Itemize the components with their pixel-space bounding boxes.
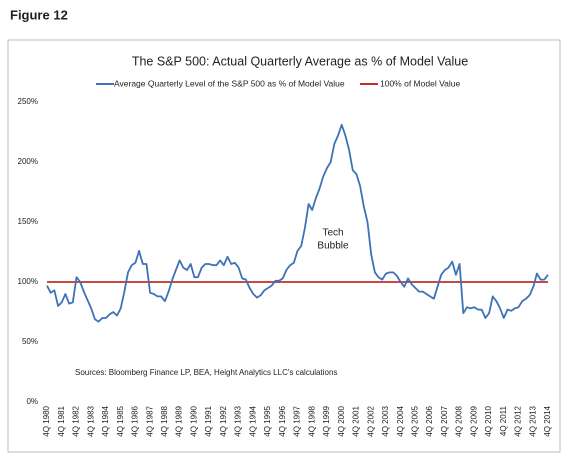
y-tick-label: 100% (18, 277, 38, 286)
legend-label: Average Quarterly Level of the S&P 500 a… (114, 78, 345, 88)
x-tick-label: 4Q 1990 (189, 405, 198, 436)
x-tick-label: 4Q 1989 (175, 405, 184, 436)
x-tick-label: 4Q 2013 (528, 405, 537, 436)
x-tick-label: 4Q 2011 (499, 405, 508, 436)
x-tick-label: 4Q 2005 (410, 405, 419, 436)
chart-frame (7, 39, 561, 453)
x-tick-label: 4Q 2009 (469, 405, 478, 436)
x-tick-label: 4Q 2002 (366, 405, 375, 436)
x-tick-label: 4Q 1996 (278, 405, 287, 436)
x-tick-label: 4Q 1998 (307, 405, 316, 436)
x-tick-label: 4Q 2010 (484, 405, 493, 436)
annotation: Bubble (317, 241, 349, 252)
x-tick-label: 4Q 2008 (455, 405, 464, 436)
x-tick-label: 4Q 1992 (219, 405, 228, 436)
x-tick-label: 4Q 1988 (160, 405, 169, 436)
x-tick-label: 4Q 1982 (72, 405, 81, 436)
series-line (46, 123, 549, 323)
x-tick-label: 4Q 2014 (543, 405, 552, 436)
x-tick-label: 4Q 1987 (145, 405, 154, 436)
x-tick-label: 4Q 1993 (234, 405, 243, 436)
source-note: Sources: Bloomberg Finance LP, BEA, Heig… (75, 368, 337, 377)
x-tick-label: 4Q 2012 (514, 405, 523, 436)
annotation: Tech (322, 228, 343, 239)
x-tick-label: 4Q 1985 (116, 405, 125, 436)
x-tick-label: 4Q 1997 (293, 405, 302, 436)
x-tick-label: 4Q 1983 (86, 405, 95, 436)
x-tick-label: 4Q 1986 (131, 405, 140, 436)
x-tick-label: 4Q 2007 (440, 405, 449, 436)
figure-label: Figure 12 (10, 7, 68, 22)
x-tick-label: 4Q 1991 (204, 405, 213, 436)
x-tick-label: 4Q 2006 (425, 405, 434, 436)
x-tick-label: 4Q 1995 (263, 405, 272, 436)
chart-title: The S&P 500: Actual Quarterly Average as… (132, 54, 468, 68)
x-tick-label: 4Q 2000 (337, 405, 346, 436)
x-tick-label: 4Q 2004 (396, 405, 405, 436)
x-tick-label: 4Q 1994 (248, 405, 257, 436)
y-tick-label: 50% (22, 337, 38, 346)
y-tick-label: 200% (18, 157, 38, 166)
x-tick-label: 4Q 1981 (57, 405, 66, 436)
x-tick-label: 4Q 2003 (381, 405, 390, 436)
y-tick-label: 250% (18, 97, 38, 106)
x-tick-label: 4Q 1999 (322, 405, 331, 436)
y-tick-label: 150% (18, 217, 38, 226)
x-tick-label: 4Q 1980 (42, 405, 51, 436)
y-tick-label: 0% (26, 397, 38, 406)
x-tick-label: 4Q 1984 (101, 405, 110, 436)
x-tick-label: 4Q 2001 (352, 405, 361, 436)
legend-label: 100% of Model Value (380, 78, 460, 88)
